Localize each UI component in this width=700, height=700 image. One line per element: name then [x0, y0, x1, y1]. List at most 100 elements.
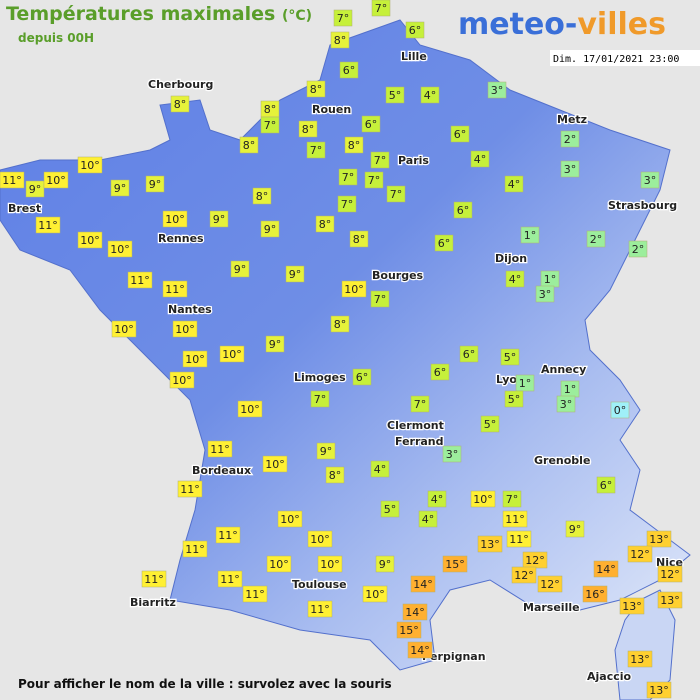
label-box	[330, 31, 350, 49]
temperature-label: 13°	[657, 591, 683, 609]
label-box	[107, 240, 133, 258]
temperature-label: 2°	[628, 240, 648, 258]
label-box	[77, 231, 103, 249]
label-box	[470, 150, 490, 168]
temperature: 4°	[422, 513, 435, 526]
label-box	[375, 555, 395, 573]
temperature: 10°	[114, 323, 134, 336]
temperature-label: 8°	[330, 315, 350, 333]
temperature: 11°	[505, 513, 525, 526]
city-name: Dijon	[495, 252, 527, 265]
temperature: 5°	[508, 393, 521, 406]
temperature-label: 8°	[239, 136, 259, 154]
temperature: 7°	[368, 174, 381, 187]
temperature: 12°	[525, 554, 545, 567]
temperature-label: 6°	[459, 345, 479, 363]
subtitle: depuis 00H	[18, 31, 94, 45]
temperature: 3°	[539, 288, 552, 301]
temperature: 10°	[80, 234, 100, 247]
temperature-label: 6°	[339, 61, 359, 79]
temperature: 10°	[280, 513, 300, 526]
temperature-label: 2°	[586, 230, 606, 248]
temperature: 4°	[509, 273, 522, 286]
temperature: 6°	[438, 237, 451, 250]
temperature-label: 11°	[506, 530, 532, 548]
temperature-label: 14°	[407, 641, 433, 659]
label-box	[370, 290, 390, 308]
label-box	[459, 345, 479, 363]
temperature: 5°	[504, 351, 517, 364]
temperature-label: 9°	[375, 555, 395, 573]
temperature-label: 4°	[370, 460, 390, 478]
label-box	[537, 575, 563, 593]
temperature: 10°	[320, 558, 340, 571]
label-box	[162, 280, 188, 298]
temperature: 13°	[649, 533, 669, 546]
temperature-label: 7°	[337, 195, 357, 213]
temperature-label: 5°	[504, 390, 524, 408]
label-box	[560, 130, 580, 148]
label-box	[386, 185, 406, 203]
temperature: 10°	[222, 348, 242, 361]
temperature-label: 11°	[215, 526, 241, 544]
temperature-label: 3°	[556, 395, 576, 413]
label-box	[628, 240, 648, 258]
label-box	[450, 125, 470, 143]
temperature-label: 10°	[266, 555, 292, 573]
label-box	[182, 540, 208, 558]
temperature: 1°	[524, 229, 537, 242]
temperature: 14°	[410, 644, 430, 657]
temperature-label: 16°	[582, 585, 608, 603]
label-box	[500, 348, 520, 366]
temperature-label: 7°	[370, 151, 390, 169]
temperature: 11°	[218, 529, 238, 542]
temperature: 5°	[389, 89, 402, 102]
temperature: 9°	[264, 223, 277, 236]
label-box	[172, 320, 198, 338]
temperature: 8°	[348, 139, 361, 152]
temperature-label: 11°	[127, 271, 153, 289]
temperature: 5°	[484, 418, 497, 431]
temperature-label: 5°	[380, 500, 400, 518]
temperature: 13°	[480, 538, 500, 551]
temperature: 13°	[649, 684, 669, 697]
temperature: 7°	[264, 119, 277, 132]
temperature-label: 10°	[237, 400, 263, 418]
temperature: 12°	[660, 568, 680, 581]
temperature: 10°	[46, 174, 66, 187]
temperature-label: 7°	[371, 0, 391, 17]
temperature-label: 10°	[43, 171, 69, 189]
temperature-label: 6°	[361, 115, 381, 133]
temperature-label: 4°	[470, 150, 490, 168]
label-box	[370, 460, 390, 478]
label-box	[77, 156, 103, 174]
temperature: 3°	[644, 174, 657, 187]
label-box	[418, 510, 438, 528]
temperature: 2°	[590, 233, 603, 246]
temperature-label: 10°	[77, 231, 103, 249]
temperature-label: 8°	[298, 120, 318, 138]
temperature: 9°	[29, 183, 42, 196]
city-name: Strasbourg	[608, 199, 677, 212]
temperature-label: 5°	[500, 348, 520, 366]
label-box	[646, 681, 672, 699]
temperature-label: 11°	[182, 540, 208, 558]
label-box	[307, 600, 333, 618]
temperature: 15°	[399, 624, 419, 637]
label-box	[344, 136, 364, 154]
temperature-label: 6°	[352, 368, 372, 386]
temperature-label: 10°	[262, 455, 288, 473]
temperature: 13°	[660, 594, 680, 607]
temperature-label: 7°	[338, 168, 358, 186]
label-box	[361, 115, 381, 133]
temperature: 10°	[310, 533, 330, 546]
label-box	[502, 510, 528, 528]
temperature: 10°	[473, 493, 493, 506]
temperature-label: 6°	[405, 21, 425, 39]
temperature: 8°	[302, 123, 315, 136]
temperature-label: 10°	[107, 240, 133, 258]
city-name: Lille	[401, 50, 427, 63]
temperature-label: 7°	[502, 490, 522, 508]
city-name: Grenoble	[534, 454, 590, 467]
label-box	[427, 490, 447, 508]
